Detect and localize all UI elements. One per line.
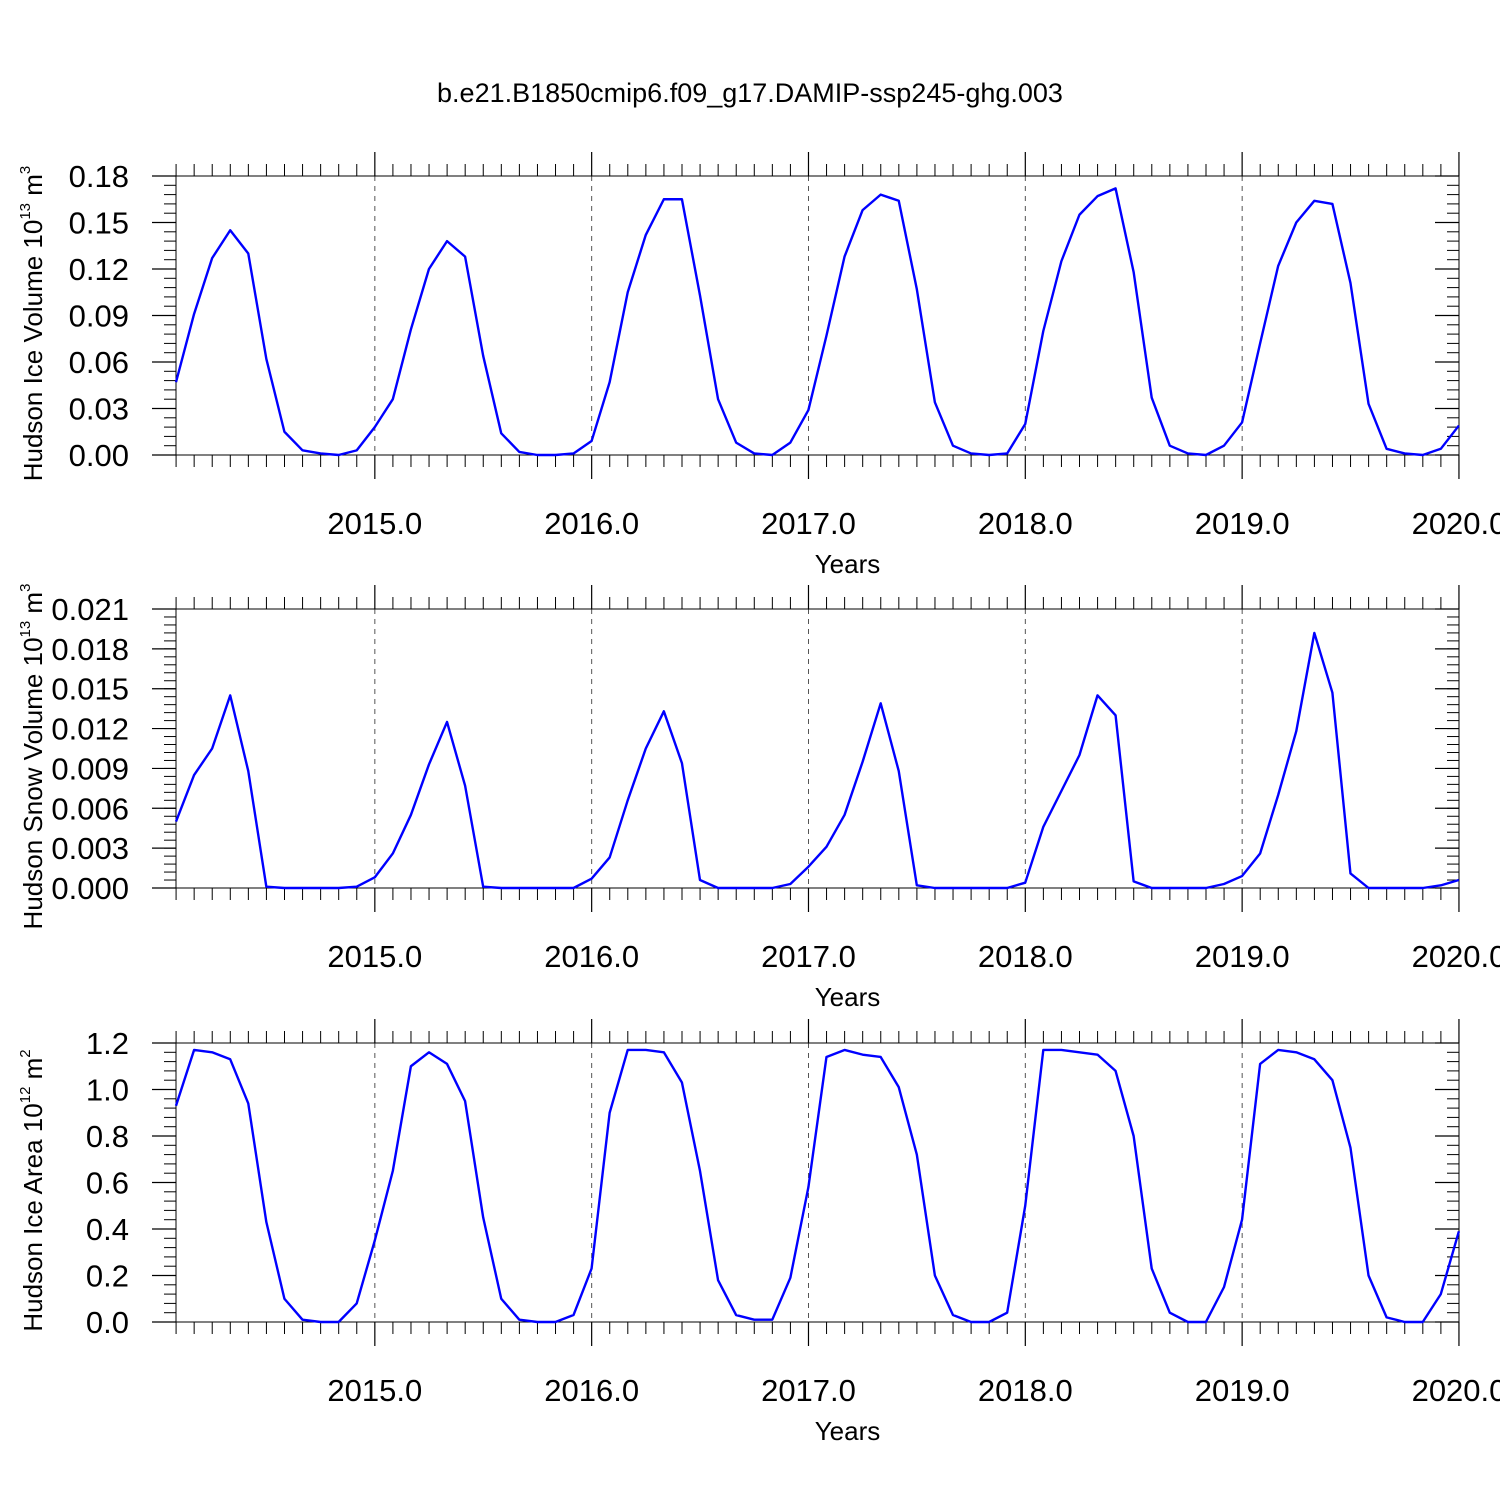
snow-volume-plot-frame [175,608,1460,889]
snow-volume-y-tick-label: 0.018 [51,632,129,667]
snow-volume-x-tick-label: 2016.0 [544,939,639,974]
ice-area-x-tick-label: 2017.0 [761,1373,856,1408]
ice-area-x-tick-label: 2016.0 [544,1373,639,1408]
ice-area-y-axis-title: Hudson Ice Area 1012 m2 [17,1049,48,1331]
ice-volume-series-line [174,187,1460,457]
ice-volume-y-tick-label: 0.06 [69,345,129,380]
ice-volume-x-tick-label: 2018.0 [978,506,1073,541]
ice-volume-panel: 2015.0 2016.0 2017.0 2018.0 2019.0 2020.0 0.00… [17,152,1500,579]
snow-volume-x-tick-label: 2020.0 [1412,939,1500,974]
ice-volume-y-tick-label: 0.18 [69,159,129,194]
snow-volume-y-tick-label: 0.009 [51,751,129,786]
ice-area-series-line [174,1048,1461,1324]
ice-area-x-tick-label: 2020.0 [1412,1373,1500,1408]
ice-area-y-tick-label: 0.0 [86,1305,129,1340]
ice-area-x-tick-label: 2015.0 [327,1373,422,1408]
snow-volume-y-tick-label: 0.000 [51,871,129,906]
snow-volume-x-tick-label: 2019.0 [1195,939,1290,974]
ice-volume-y-tick-label: 0.12 [69,252,129,287]
snow-volume-x-tick-label: 2017.0 [761,939,856,974]
ice-volume-x-tick-label: 2017.0 [761,506,856,541]
ice-area-y-tick-label: 1.0 [86,1073,129,1108]
ice-area-y-tick-label: 0.6 [86,1166,129,1201]
ice-area-panel: 2015.0 2016.0 2017.0 2018.0 2019.0 2020.0 0.0 0… [17,1019,1500,1446]
ice-volume-y-tick-label: 0.03 [69,392,129,427]
snow-volume-y-axis-title: Hudson Snow Volume 1013 m3 [17,584,48,930]
ice-volume-y-tick-label: 0.15 [69,206,129,241]
ice-area-y-tick-label: 0.8 [86,1119,129,1154]
ice-area-x-axis-title: Years [815,1416,881,1446]
snow-volume-x-tick-label: 2018.0 [978,939,1073,974]
ice-volume-y-axis-title: Hudson Ice Volume 1013 m3 [17,166,48,482]
ice-area-plot-frame [175,1042,1460,1323]
snow-volume-x-axis-title: Years [815,982,881,1012]
snow-volume-series-line [174,631,1460,890]
figure-title: b.e21.B1850cmip6.f09_g17.DAMIP-ssp245-gh… [437,78,1063,108]
ice-area-y-tick-label: 0.2 [86,1259,129,1294]
ice-volume-x-tick-label: 2015.0 [327,506,422,541]
ice-area-x-tick-label: 2018.0 [978,1373,1073,1408]
ice-volume-y-tick-label: 0.09 [69,299,129,334]
ice-area-x-tick-label: 2019.0 [1195,1373,1290,1408]
ice-area-y-tick-label: 1.2 [86,1026,129,1061]
ice-volume-x-tick-label: 2020.0 [1412,506,1500,541]
snow-volume-y-tick-label: 0.003 [51,831,129,866]
snow-volume-y-tick-label: 0.012 [51,712,129,747]
ice-volume-x-tick-label: 2019.0 [1195,506,1290,541]
snow-volume-y-tick-label: 0.021 [51,592,129,627]
ice-area-y-tick-label: 0.4 [86,1212,129,1247]
ice-volume-x-axis-title: Years [815,549,881,579]
snow-volume-y-tick-label: 0.015 [51,672,129,707]
snow-volume-panel: 2015.0 2016.0 2017.0 2018.0 2019.0 2020.0 0.00… [17,584,1500,1012]
ice-volume-y-tick-label: 0.00 [69,438,129,473]
snow-volume-x-tick-label: 2015.0 [327,939,422,974]
snow-volume-y-tick-label: 0.006 [51,791,129,826]
ice-volume-x-tick-label: 2016.0 [544,506,639,541]
